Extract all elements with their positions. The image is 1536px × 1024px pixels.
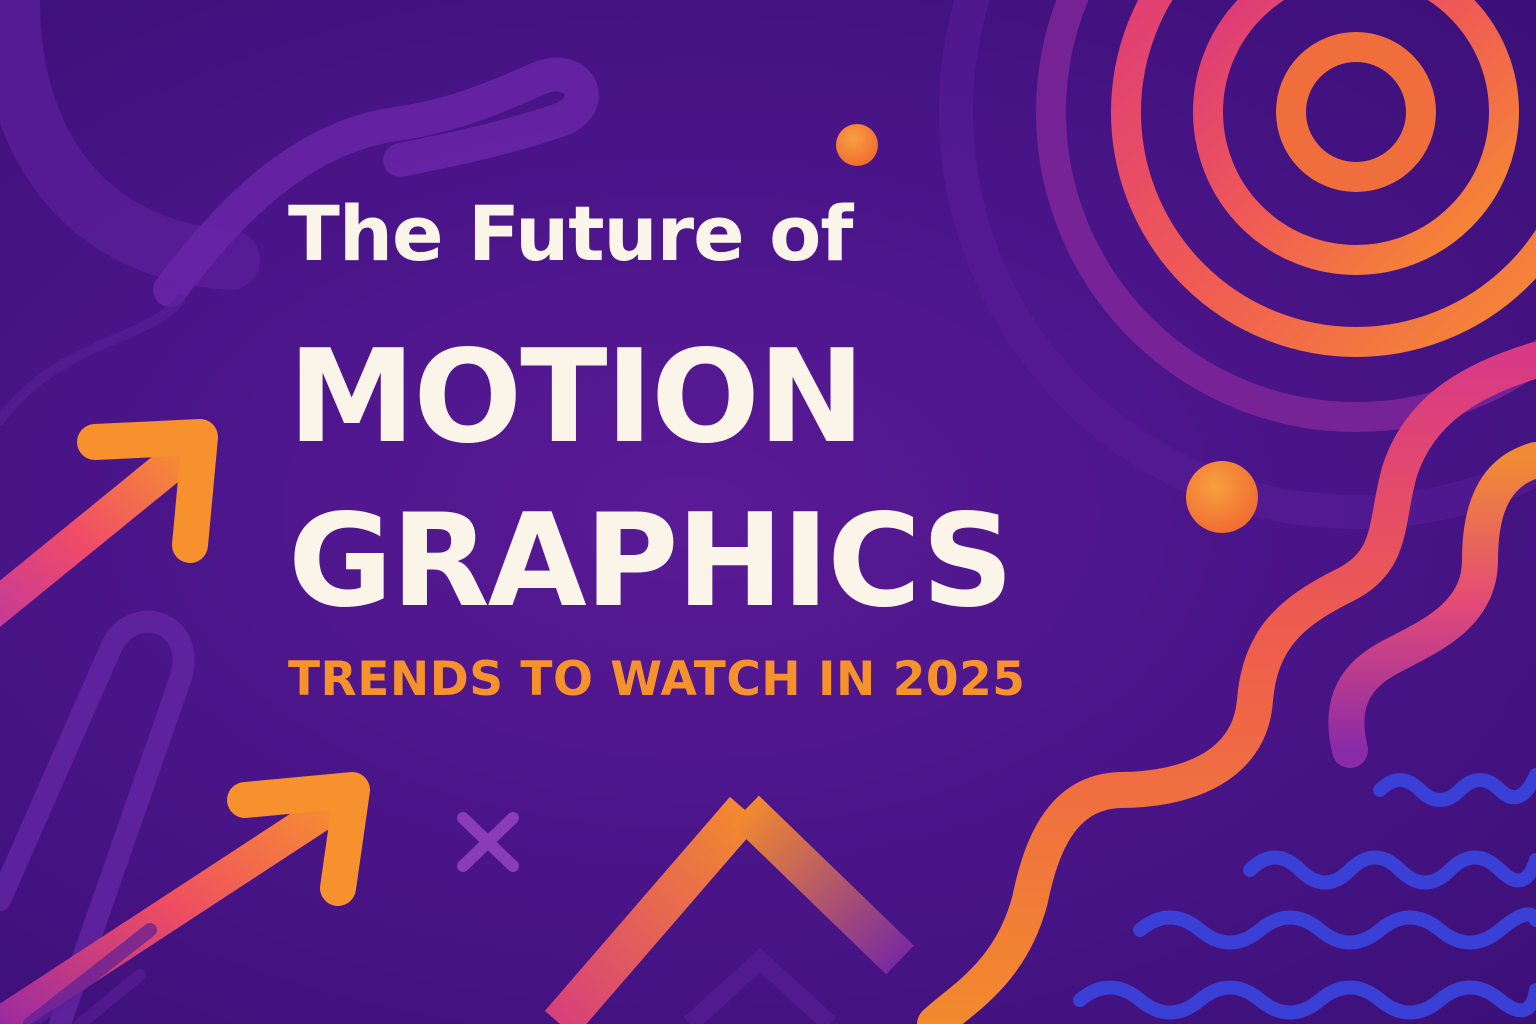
- headline-line-3: GRAPHICS: [288, 487, 1014, 636]
- subtitle: TRENDS TO WATCH IN 2025: [288, 652, 1026, 707]
- x-mark-icon: [457, 812, 519, 872]
- headline-line-1: The Future of: [288, 189, 853, 278]
- swoosh-decoration: [0, 57, 599, 425]
- arrow-up-right-icon: [0, 772, 370, 1024]
- pill-outline-decoration: [0, 610, 195, 1024]
- dot-small: [836, 124, 878, 166]
- concentric-circles-decoration: [939, 0, 1536, 529]
- arc-decoration: [0, 0, 260, 290]
- headline-line-2: MOTION: [288, 323, 865, 472]
- wavy-line-decoration: [917, 342, 1536, 1024]
- arrow-up-right-icon: [0, 419, 218, 627]
- chevron-peak-decoration: [544, 795, 914, 1024]
- dot-medium: [1186, 461, 1258, 533]
- faint-lines-decoration: [23, 923, 157, 1024]
- zigzag-lines-decoration: [1073, 768, 1536, 1020]
